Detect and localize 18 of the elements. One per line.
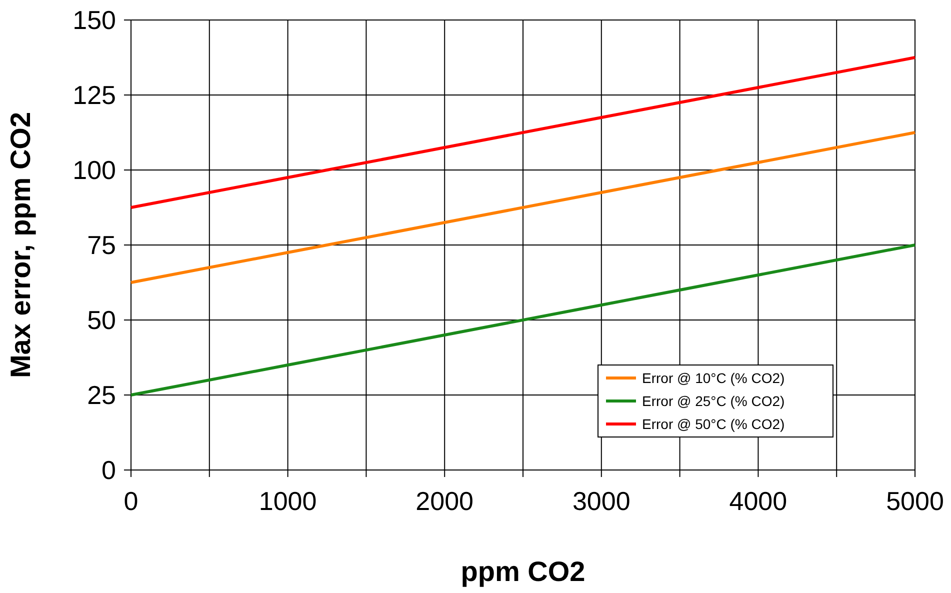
y-tick-label: 25	[87, 380, 116, 410]
y-tick-label: 75	[87, 230, 116, 260]
x-tick-label: 3000	[572, 486, 630, 516]
x-tick-label: 5000	[886, 486, 944, 516]
x-tick-label: 0	[124, 486, 138, 516]
legend-label: Error @ 25°C (% CO2)	[642, 393, 785, 409]
x-axis-title: ppm CO2	[460, 556, 586, 587]
y-tick-label: 0	[102, 455, 116, 485]
legend-label: Error @ 10°C (% CO2)	[642, 370, 785, 386]
x-tick-label: 2000	[416, 486, 474, 516]
y-tick-label: 100	[72, 155, 116, 185]
x-tick-label: 4000	[729, 486, 788, 516]
legend-label: Error @ 50°C (% CO2)	[642, 416, 785, 432]
y-axis-title: Max error, ppm CO2	[5, 112, 36, 378]
y-tick-label: 125	[72, 80, 116, 110]
y-tick-label: 150	[72, 5, 116, 35]
y-tick-label: 50	[87, 305, 116, 335]
x-tick-label: 1000	[258, 486, 317, 516]
